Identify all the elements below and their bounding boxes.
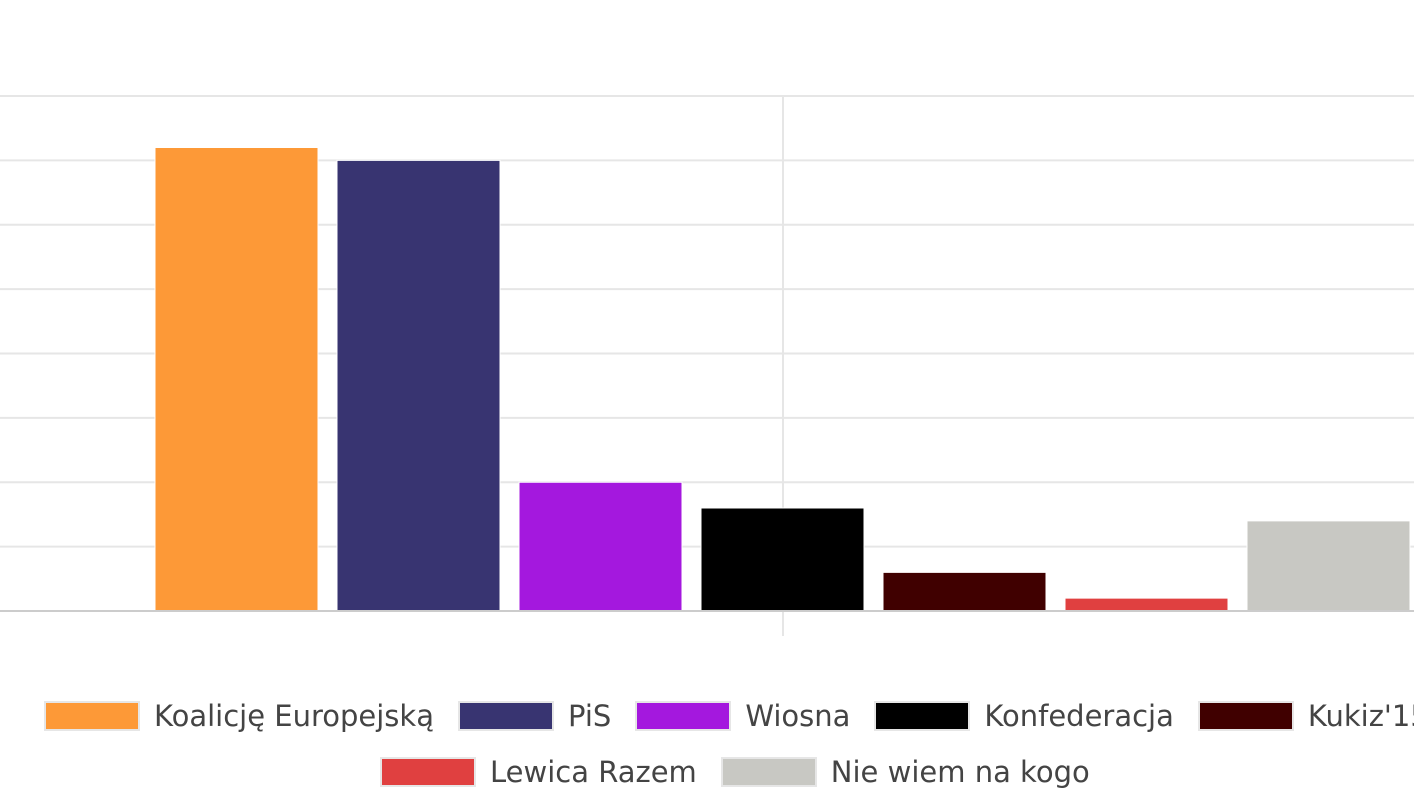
bar-1 — [154, 147, 319, 612]
legend-label: Koalicję Europejską — [154, 699, 434, 733]
legend-item-nie-wiem[interactable]: Nie wiem na kogo — [720, 755, 1090, 789]
legend-item-konfederacja[interactable]: Konfederacja — [874, 699, 1174, 733]
bars — [154, 147, 1411, 612]
legend-item-pis[interactable]: PiS — [457, 699, 612, 733]
bar-3 — [518, 481, 683, 612]
bar-chart — [0, 95, 1414, 636]
legend-swatch — [380, 757, 476, 787]
legend-label: Nie wiem na kogo — [830, 755, 1090, 789]
legend-item-kukiz[interactable]: Kukiz'15 — [1197, 699, 1414, 733]
legend-item-wiosna[interactable]: Wiosna — [635, 699, 850, 733]
legend-swatch — [635, 701, 732, 731]
bar-7 — [1246, 520, 1411, 612]
bar-6 — [1064, 597, 1229, 612]
legend-item-koalicja[interactable]: Koalicję Europejską — [44, 699, 434, 733]
legend-label: Wiosna — [745, 699, 851, 733]
legend-row-1: Koalicję Europejską PiS Wiosna Konfedera… — [44, 698, 1414, 734]
bar-5 — [882, 571, 1047, 612]
legend-label: Kukiz'15 — [1307, 699, 1414, 733]
legend-row-2: Lewica Razem Nie wiem na kogo — [380, 754, 1114, 790]
legend-swatch — [457, 701, 554, 731]
legend-item-lewica-razem[interactable]: Lewica Razem — [380, 755, 697, 789]
legend-label: Lewica Razem — [490, 755, 697, 789]
legend-label: Konfederacja — [984, 699, 1174, 733]
legend-swatch — [44, 701, 140, 731]
legend-swatch — [1197, 701, 1294, 731]
legend-swatch — [720, 757, 817, 787]
bar-2 — [336, 159, 501, 612]
legend-label: PiS — [567, 699, 612, 733]
bar-4 — [700, 507, 865, 612]
legend-swatch — [874, 701, 971, 731]
